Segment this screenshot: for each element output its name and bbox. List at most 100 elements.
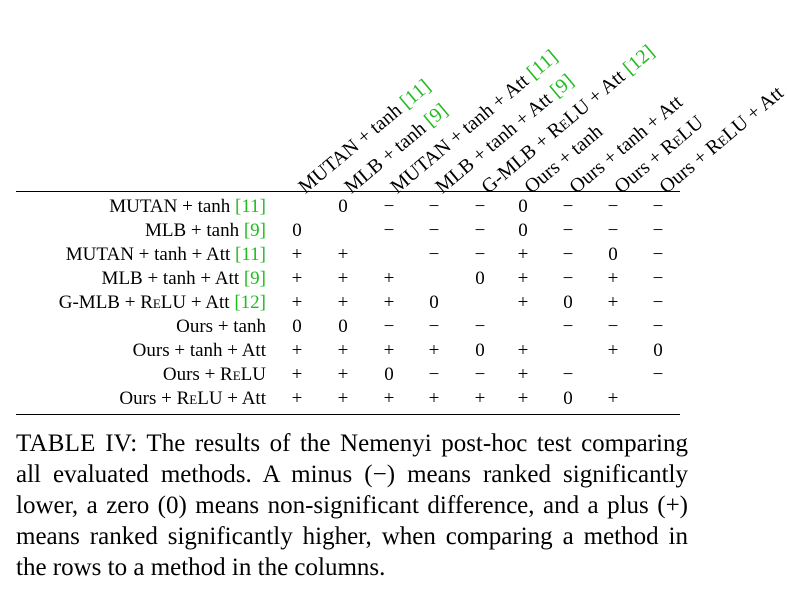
table-cell: + xyxy=(474,388,486,409)
table-cell: + xyxy=(291,340,303,361)
table-cell: 0 xyxy=(563,292,573,313)
table-cell: − xyxy=(652,364,664,385)
table-cell: + xyxy=(607,268,619,289)
row-label-2: MLB + tanh [9] xyxy=(145,219,266,243)
row-label-text: Ours + tanh xyxy=(176,316,266,337)
table-rule-bottom xyxy=(16,414,680,415)
table-cell: 0 xyxy=(292,220,302,241)
table-cell: 0 xyxy=(608,244,618,265)
table-cell: 0 xyxy=(475,268,485,289)
table-cell: + xyxy=(291,292,303,313)
table-cell: − xyxy=(562,220,574,241)
caption-label: TABLE IV: xyxy=(16,430,138,457)
row-label-7: Ours + tanh + Att xyxy=(133,339,266,363)
table-cell: 0 xyxy=(563,388,573,409)
table-cell: − xyxy=(562,364,574,385)
table-cell: − xyxy=(607,316,619,337)
row-label-1: MUTAN + tanh [11] xyxy=(109,195,266,219)
table-cell: − xyxy=(562,244,574,265)
row-label-text: Ours + ReLU xyxy=(162,364,266,385)
table-rule-top xyxy=(16,191,680,192)
row-label-text: MLB + tanh + Att xyxy=(101,268,244,289)
row-label-text: MUTAN + tanh xyxy=(109,196,236,217)
table-cell: − xyxy=(652,268,664,289)
row-label-text: Ours + tanh + Att xyxy=(132,340,266,361)
table-cell: 0 xyxy=(338,196,348,217)
table-cell: + xyxy=(517,268,529,289)
table-cell: − xyxy=(652,220,664,241)
table-cell: + xyxy=(337,244,349,265)
table-cell: − xyxy=(474,316,486,337)
table-cell: − xyxy=(383,316,395,337)
table-cell: − xyxy=(562,196,574,217)
row-label-8: Ours + ReLU xyxy=(163,363,266,387)
table-cell: + xyxy=(291,268,303,289)
row-label-text: Ours + ReLU + Att xyxy=(119,388,266,409)
citation-link[interactable]: [11] xyxy=(235,244,266,265)
table-cell: 0 xyxy=(475,340,485,361)
table-cell: − xyxy=(652,196,664,217)
table-cell: + xyxy=(337,388,349,409)
table-cell: + xyxy=(428,340,440,361)
citation-link[interactable]: [9] xyxy=(243,220,266,241)
caption-text: The results of the Nemenyi post-hoc test… xyxy=(16,430,688,581)
citation-link[interactable]: [12] xyxy=(234,292,266,313)
table-cell: − xyxy=(383,196,395,217)
table-cell: − xyxy=(562,316,574,337)
table-cell: + xyxy=(337,364,349,385)
table-cell: + xyxy=(607,388,619,409)
table-caption: TABLE IV: The results of the Nemenyi pos… xyxy=(16,428,688,583)
table-cell: + xyxy=(291,364,303,385)
table-cell: − xyxy=(428,220,440,241)
table-cell: + xyxy=(383,292,395,313)
table-cell: 0 xyxy=(338,316,348,337)
table-cell: + xyxy=(517,388,529,409)
table-cell: − xyxy=(428,244,440,265)
table-cell: 0 xyxy=(518,196,528,217)
citation-link[interactable]: [9] xyxy=(243,268,266,289)
table-cell: − xyxy=(652,292,664,313)
table-cell: + xyxy=(383,388,395,409)
table-cell: + xyxy=(517,340,529,361)
table-cell: − xyxy=(474,364,486,385)
table-cell: − xyxy=(474,244,486,265)
row-label-4: MLB + tanh + Att [9] xyxy=(102,267,266,291)
table-cell: − xyxy=(652,316,664,337)
row-label-text: MUTAN + tanh + Att xyxy=(65,244,236,265)
row-label-3: MUTAN + tanh + Att [11] xyxy=(66,243,266,267)
table-cell: − xyxy=(562,268,574,289)
table-cell: 0 xyxy=(518,220,528,241)
row-label-9: Ours + ReLU + Att xyxy=(119,387,266,411)
table-cell: + xyxy=(337,340,349,361)
table-cell: − xyxy=(652,244,664,265)
table-cell: 0 xyxy=(653,340,663,361)
table-cell: + xyxy=(517,292,529,313)
table-cell: + xyxy=(517,244,529,265)
table-cell: 0 xyxy=(292,316,302,337)
table-cell: + xyxy=(337,268,349,289)
table-cell: + xyxy=(607,340,619,361)
table-cell: + xyxy=(517,364,529,385)
table-cell: − xyxy=(383,220,395,241)
table-cell: − xyxy=(474,220,486,241)
row-label-6: Ours + tanh xyxy=(176,315,266,339)
table-cell: − xyxy=(607,196,619,217)
table-cell: − xyxy=(428,364,440,385)
table-cell: + xyxy=(383,268,395,289)
table-cell: 0 xyxy=(384,364,394,385)
table-cell: − xyxy=(428,316,440,337)
row-label-text: MLB + tanh xyxy=(144,220,244,241)
table-cell: + xyxy=(291,244,303,265)
row-label-text: G-MLB + ReLU + Att xyxy=(58,292,235,313)
table-cell: 0 xyxy=(429,292,439,313)
table-cell: − xyxy=(607,220,619,241)
table-cell: − xyxy=(474,196,486,217)
table-cell: + xyxy=(291,388,303,409)
table-cell: − xyxy=(428,196,440,217)
table-cell: + xyxy=(428,388,440,409)
citation-link[interactable]: [11] xyxy=(235,196,266,217)
row-label-5: G-MLB + ReLU + Att [12] xyxy=(59,291,266,315)
table-cell: + xyxy=(337,292,349,313)
table-cell: + xyxy=(607,292,619,313)
table-cell: + xyxy=(383,340,395,361)
